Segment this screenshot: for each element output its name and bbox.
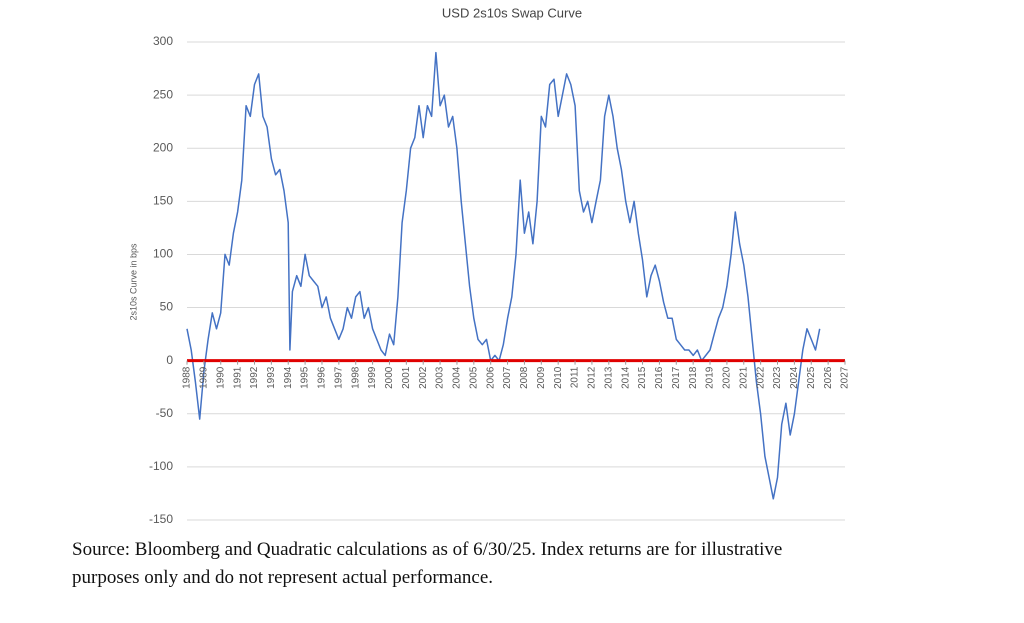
x-tick-label: 1993 (266, 366, 277, 389)
x-tick-label: 1999 (367, 366, 378, 389)
y-tick-label: 0 (166, 353, 173, 367)
x-tick-label: 1998 (350, 366, 361, 389)
y-tick-label: 300 (153, 34, 173, 48)
x-tick-label: 1996 (317, 366, 328, 389)
x-tick-label: 2002 (418, 366, 429, 389)
y-tick-label: -150 (149, 512, 173, 526)
x-tick-label: 2024 (789, 366, 800, 389)
x-tick-label: 2010 (553, 366, 564, 389)
y-tick-label: 100 (153, 247, 173, 261)
x-tick-label: 2007 (502, 366, 513, 389)
x-tick-label: 1992 (249, 366, 260, 389)
x-tick-label: 2016 (654, 366, 665, 389)
x-tick-label: 2013 (603, 366, 614, 389)
x-tick-label: 2001 (401, 366, 412, 389)
x-tick-label: 2025 (806, 366, 817, 389)
x-tick-label: 1988 (182, 366, 193, 389)
x-tick-label: 2006 (485, 366, 496, 389)
x-tick-label: 2017 (671, 366, 682, 389)
x-tick-label: 2015 (637, 366, 648, 389)
x-tick-label: 2003 (435, 366, 446, 389)
x-tick-label: 1991 (232, 366, 243, 389)
y-axis-label: 2s10s Curve in bps (128, 243, 138, 321)
y-tick-label: -100 (149, 459, 173, 473)
x-tick-label: 2000 (384, 366, 395, 389)
caption: Source: Bloomberg and Quadratic calculat… (72, 539, 783, 588)
x-tick-label: 2018 (688, 366, 699, 389)
x-tick-label: 2027 (840, 366, 851, 389)
x-tick-label: 2026 (823, 366, 834, 389)
x-tick-label: 2023 (772, 366, 783, 389)
x-tick-label: 1995 (300, 366, 311, 389)
x-tick-label: 2005 (468, 366, 479, 389)
x-tick-label: 1997 (333, 366, 344, 389)
x-tick-label: 2008 (519, 366, 530, 389)
y-tick-label: 250 (153, 87, 173, 101)
y-tick-label: 200 (153, 140, 173, 154)
x-tick-label: 2022 (755, 366, 766, 389)
x-tick-label: 2011 (570, 366, 581, 388)
y-tick-label: -50 (156, 406, 174, 420)
x-tick-label: 2012 (587, 366, 598, 389)
x-tick-label: 1989 (199, 366, 210, 389)
chart: USD 2s10s Swap Curve 2s10s Curve in bps … (128, 5, 851, 526)
x-tick-label: 2020 (722, 366, 733, 389)
y-tick-label: 50 (160, 300, 174, 314)
chart-title: USD 2s10s Swap Curve (442, 5, 582, 20)
x-tick-label: 1990 (215, 366, 226, 389)
line-series (186, 51, 821, 500)
x-tick-label: 2004 (452, 366, 463, 389)
y-tick-label: 150 (153, 194, 173, 208)
x-tick-label: 1994 (283, 366, 294, 389)
x-tick-label: 2019 (705, 366, 716, 389)
x-tick-label: 2009 (536, 366, 547, 389)
x-tick-label: 2021 (738, 366, 749, 389)
x-tick-label: 2014 (620, 366, 631, 389)
